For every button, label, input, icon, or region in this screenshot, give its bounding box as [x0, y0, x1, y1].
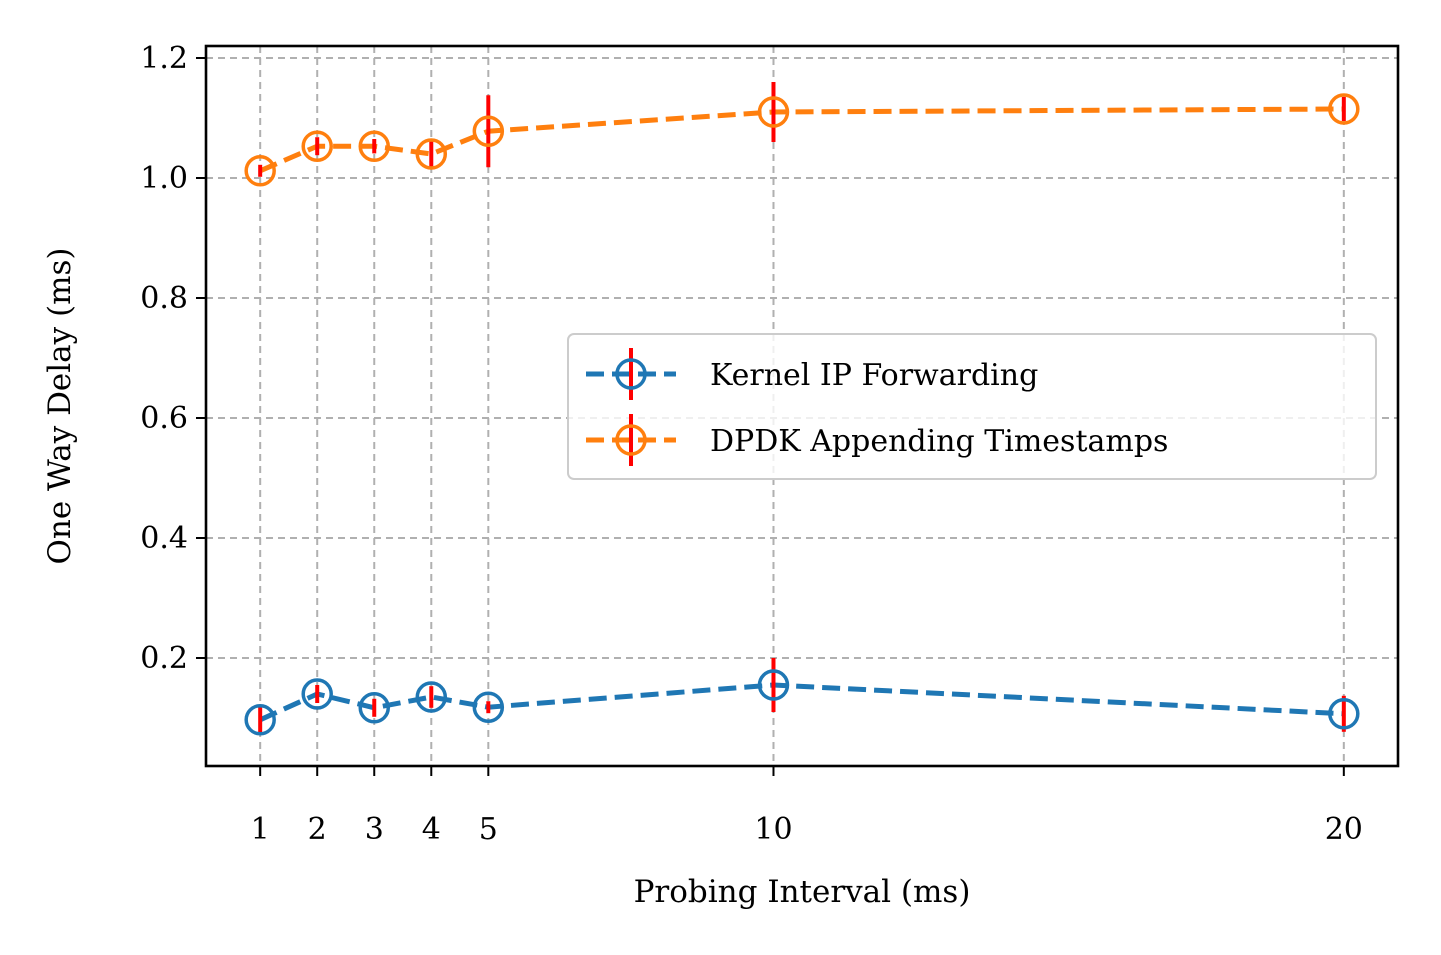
- data-point: [757, 669, 790, 701]
- x-tick-label: 3: [365, 812, 384, 847]
- x-axis-label: Probing Interval (ms): [634, 874, 971, 910]
- data-point: [472, 691, 505, 723]
- legend: Kernel IP Forwarding DPDK Appending Times…: [567, 333, 1377, 480]
- data-point: [1328, 93, 1360, 125]
- x-axis: 1 2 3 4 5 10 20: [251, 766, 1363, 847]
- y-axis: 0.2 0.4 0.6 0.8 1.0 1.2: [140, 41, 206, 676]
- x-tick-label: 10: [754, 812, 792, 847]
- y-tick-label: 0.4: [140, 521, 188, 556]
- data-point: [244, 704, 276, 736]
- y-axis-label: One Way Delay (ms): [42, 247, 78, 564]
- series-1: [244, 658, 1360, 736]
- y-tick-label: 0.8: [140, 281, 188, 316]
- legend-marker: [615, 424, 647, 456]
- y-tick-label: 0.6: [140, 401, 188, 436]
- x-tick-label: 20: [1325, 812, 1363, 847]
- data-point: [472, 115, 505, 147]
- data-point: [415, 138, 448, 170]
- data-point: [1328, 698, 1360, 730]
- series-line: [259, 106, 1344, 174]
- legend-box: [567, 333, 1377, 480]
- data-point: [415, 681, 448, 713]
- data-point: [301, 130, 333, 162]
- x-tick-label: 5: [479, 812, 498, 847]
- series-layer: [244, 82, 1360, 736]
- data-point: [244, 155, 276, 187]
- series-line: [259, 682, 1344, 723]
- legend-label: DPDK Appending Timestamps: [710, 424, 1168, 459]
- series-2: [244, 82, 1360, 187]
- x-tick-label: 2: [308, 812, 327, 847]
- legend-marker: [615, 358, 647, 390]
- data-point: [301, 678, 333, 710]
- legend-item: DPDK Appending Timestamps: [586, 414, 1168, 466]
- x-tick-label: 4: [422, 812, 441, 847]
- y-tick-label: 0.2: [140, 641, 188, 676]
- plot-frame: [204, 44, 1400, 768]
- y-tick-label: 1.0: [140, 161, 188, 196]
- legend-item: Kernel IP Forwarding: [586, 348, 1038, 400]
- data-point: [757, 96, 790, 128]
- data-point: [358, 692, 390, 724]
- x-tick-label: 1: [251, 812, 270, 847]
- y-tick-label: 1.2: [140, 41, 188, 76]
- legend-label: Kernel IP Forwarding: [710, 358, 1038, 393]
- data-point: [358, 130, 390, 162]
